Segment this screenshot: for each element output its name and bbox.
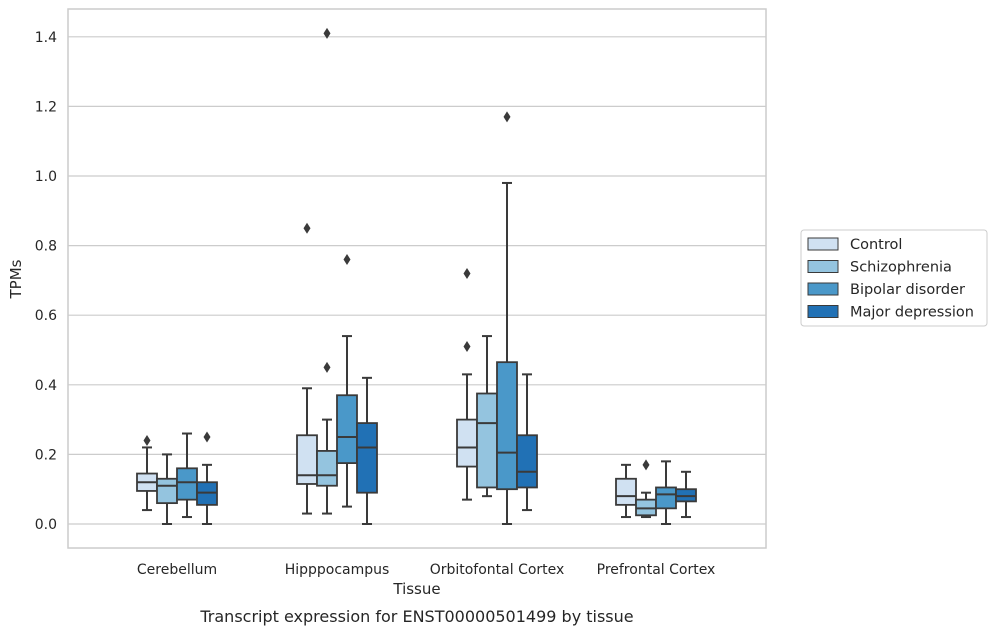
legend-label: Bipolar disorder (850, 282, 965, 298)
box-iqr (516, 434, 538, 489)
box-control (456, 267, 478, 501)
outlier-point (463, 267, 471, 279)
outlier-point (303, 222, 311, 234)
box-schizophrenia (156, 453, 178, 525)
box-schizophrenia (476, 335, 498, 498)
box-iqr (456, 418, 478, 468)
box-control (136, 434, 158, 512)
outlier-point (203, 431, 211, 443)
x-tick-label: Orbitofontal Cortex (430, 562, 565, 578)
legend-label: Schizophrenia (850, 260, 952, 276)
legend-label: Major depression (850, 305, 974, 321)
plot-area-frame (67, 8, 767, 549)
y-tick-label: 1.0 (35, 169, 57, 185)
box-bipolar-disorder (336, 254, 358, 508)
x-tick-label: Hipppocampus (285, 562, 390, 578)
legend-label: Control (850, 237, 902, 253)
legend: Control Schizophrenia Bipolar disorder Majo… (800, 229, 988, 327)
box-iqr (176, 467, 198, 501)
outlier-point (323, 361, 331, 373)
x-axis-ticks: Cerebellum Hipppocampus Orbitofontal Corte… (137, 562, 715, 578)
box-bipolar-disorder (655, 460, 677, 525)
y-tick-label: 0.6 (35, 308, 57, 324)
box-iqr (296, 434, 318, 485)
box-iqr (615, 477, 637, 506)
box-iqr (316, 450, 338, 487)
boxes (136, 27, 697, 525)
x-tick-label: Cerebellum (137, 562, 217, 578)
chart-caption: Transcript expression for ENST0000050149… (199, 607, 633, 626)
box-major-depression (196, 431, 218, 525)
y-axis-ticks: 0.0 0.2 0.4 0.6 0.8 1.0 1.2 1.4 (35, 30, 57, 533)
outlier-point (463, 341, 471, 353)
outlier-point (503, 111, 511, 123)
box-iqr (496, 361, 518, 491)
box-schizophrenia (316, 27, 338, 515)
box-major-depression (356, 376, 378, 525)
outlier-point (343, 254, 351, 266)
box-control (296, 222, 318, 515)
legend-swatch (807, 282, 839, 296)
y-tick-label: 0.4 (35, 378, 57, 394)
x-axis-label: Tissue (392, 580, 440, 598)
legend-swatch (807, 237, 839, 251)
box-schizophrenia (635, 459, 657, 519)
box-iqr (336, 394, 358, 464)
legend-swatch (807, 305, 839, 318)
y-tick-label: 1.2 (35, 99, 57, 115)
outlier-point (323, 27, 331, 39)
y-tick-label: 0.8 (35, 239, 57, 255)
y-tick-label: 1.4 (35, 30, 57, 46)
y-tick-label: 0.2 (35, 447, 57, 463)
box-major-depression (675, 470, 697, 519)
outlier-point (642, 459, 650, 471)
box-iqr (156, 477, 178, 505)
box-bipolar-disorder (176, 432, 198, 519)
box-bipolar-disorder (496, 111, 518, 525)
box-iqr (655, 486, 677, 510)
box-iqr (476, 392, 498, 489)
box-control (615, 463, 637, 519)
gridlines (68, 36, 766, 525)
box-iqr (356, 422, 378, 494)
box-major-depression (516, 373, 538, 512)
legend-swatch (807, 260, 839, 273)
y-tick-label: 0.0 (35, 517, 57, 533)
outlier-point (143, 434, 151, 446)
y-axis-label: TPMs (7, 259, 25, 299)
x-tick-label: Prefrontal Cortex (597, 562, 716, 578)
legend-frame (800, 229, 988, 327)
